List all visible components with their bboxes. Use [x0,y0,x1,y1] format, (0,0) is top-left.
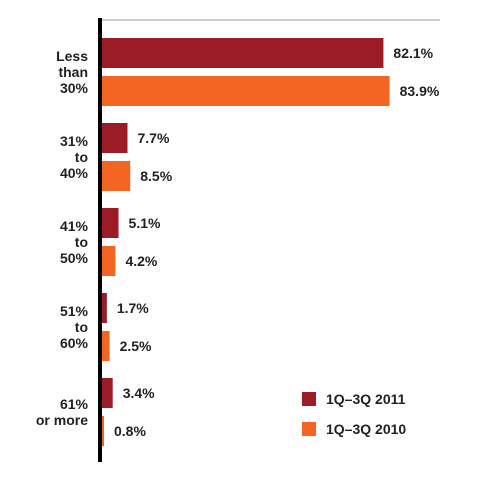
value-label-s0-c1: 7.7% [137,130,169,146]
value-label-s0-c2: 5.1% [129,215,161,231]
category-label-3-line-0: 51% [60,303,89,319]
legend-label-0: 1Q–3Q 2011 [326,391,406,407]
category-labels-group: Lessthan30%31%to40%41%to50%51%to60%61%or… [36,48,89,428]
category-label-3-line-1: to [75,319,88,335]
bar-s1-c3 [101,331,110,361]
category-label-4-line-0: 61% [60,396,89,412]
bars-group: 82.1% 7.7% 5.1% 1.7% 3.4% 83.9% 8.5% 4.2% 2.5% 0.… [101,38,440,446]
value-label-s1-c3: 2.5% [120,338,152,354]
value-label-s1-c0: 83.9% [400,83,440,99]
value-label-s1-c2: 4.2% [125,253,157,269]
category-label-1-line-1: to [75,149,88,165]
category-label-0-line-1: than [58,64,88,80]
category-label-2-line-0: 41% [60,218,89,234]
value-label-s1-c4: 0.8% [114,423,146,439]
legend-swatch-1 [302,422,316,436]
category-label-2-line-1: to [75,234,88,250]
value-label-s0-c0: 82.1% [393,45,433,61]
legend-swatch-0 [302,392,316,406]
category-label-1-line-2: 40% [60,165,89,181]
category-label-1-line-0: 31% [60,133,89,149]
value-label-s0-c3: 1.7% [117,300,149,316]
category-label-3-line-2: 60% [60,335,89,351]
legend: 1Q–3Q 2011 1Q–3Q 2010 [302,391,406,437]
bar-s1-c4 [101,416,104,446]
category-label-4-line-1: or more [36,412,88,428]
bar-s1-c2 [101,246,116,276]
legend-label-1: 1Q–3Q 2010 [326,421,406,437]
category-label-2-line-2: 50% [60,250,89,266]
bar-s0-c0 [101,38,384,68]
category-label-0-line-2: 30% [60,80,89,96]
value-label-s0-c4: 3.4% [123,385,155,401]
bar-s0-c2 [101,208,119,238]
bar-s0-c1 [101,123,128,153]
value-label-s1-c1: 8.5% [140,168,172,184]
bar-s1-c0 [101,76,390,106]
category-label-0-line-0: Less [56,48,88,64]
bar-s0-c4 [101,378,113,408]
bar-s0-c3 [101,293,107,323]
bar-s1-c1 [101,161,131,191]
